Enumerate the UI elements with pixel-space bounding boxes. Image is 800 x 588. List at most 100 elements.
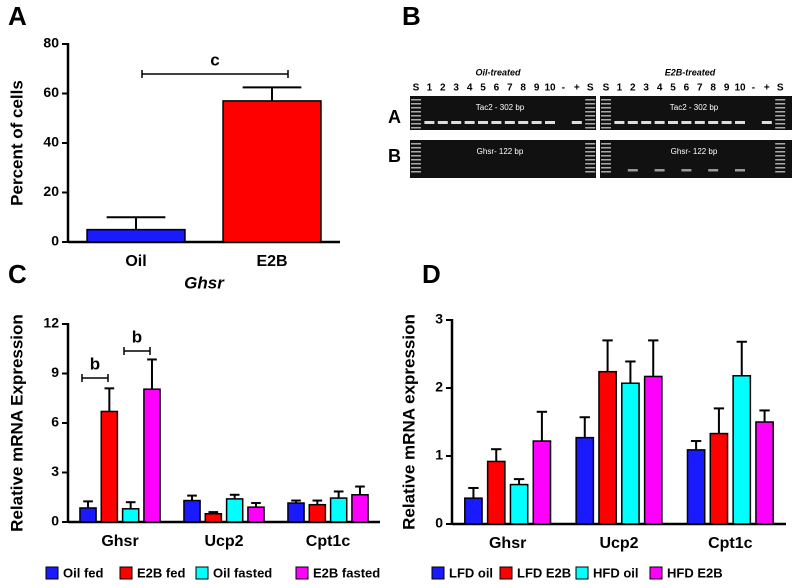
panel-label: C bbox=[8, 259, 27, 289]
gel-band bbox=[478, 121, 488, 124]
ladder-band bbox=[775, 119, 786, 121]
gel-image bbox=[600, 96, 792, 130]
x-tick-label: Ghsr bbox=[489, 535, 526, 552]
gel-band bbox=[504, 121, 515, 124]
bar bbox=[643, 375, 663, 525]
ladder-band bbox=[585, 167, 596, 169]
ladder-band bbox=[601, 99, 611, 101]
ladder-band bbox=[601, 159, 611, 161]
lane-label: 3 bbox=[643, 83, 649, 94]
ladder-band bbox=[775, 99, 786, 101]
legend-swatch bbox=[295, 566, 309, 580]
bar bbox=[755, 421, 774, 525]
y-tick-label: 2 bbox=[435, 379, 443, 395]
lane-label: 8 bbox=[520, 83, 526, 94]
ladder-band bbox=[585, 107, 596, 109]
ladder-band bbox=[585, 127, 596, 129]
legend-label: Oil fed bbox=[63, 565, 104, 580]
gel-group: Oil-treated bbox=[475, 67, 521, 77]
x-tick-label: Oil bbox=[125, 253, 146, 270]
gel-band bbox=[451, 121, 462, 124]
gel-band bbox=[627, 121, 638, 124]
lane-label: 2 bbox=[440, 83, 446, 94]
bar bbox=[464, 497, 483, 525]
y-tick-label: 3 bbox=[435, 311, 443, 327]
y-tick-label: 20 bbox=[43, 183, 59, 199]
lane-label: 4 bbox=[467, 83, 473, 94]
legend-swatch bbox=[649, 566, 663, 580]
bar bbox=[509, 483, 529, 525]
significance-bracket bbox=[81, 374, 109, 382]
y-axis-label: Percent of cells bbox=[7, 80, 26, 206]
ladder-band bbox=[775, 167, 786, 169]
gel-band bbox=[708, 121, 719, 124]
bar bbox=[204, 513, 223, 523]
gel-band bbox=[654, 169, 665, 172]
legend-label: E2B fasted bbox=[313, 565, 380, 580]
ladder-band bbox=[775, 115, 786, 117]
ladder-band bbox=[585, 171, 596, 173]
legend-swatch bbox=[575, 566, 589, 580]
lane-label: 10 bbox=[734, 83, 746, 94]
ladder-band bbox=[411, 151, 421, 153]
annotation: b bbox=[90, 354, 100, 373]
lane-label: 5 bbox=[670, 83, 676, 94]
bar bbox=[143, 388, 161, 523]
lane-label: 6 bbox=[494, 83, 500, 94]
bar bbox=[732, 375, 752, 525]
y-axis-label: Relative mRNA expression bbox=[399, 314, 418, 530]
ladder-band bbox=[411, 159, 421, 161]
x-tick-label: Ucp2 bbox=[599, 535, 638, 552]
bar bbox=[621, 382, 640, 525]
y-tick-label: 80 bbox=[43, 35, 59, 51]
ladder-band bbox=[585, 115, 596, 117]
gel-band bbox=[464, 121, 475, 124]
y-tick-label: 60 bbox=[43, 84, 59, 100]
y-tick-label: 0 bbox=[51, 233, 59, 249]
gel-band bbox=[627, 169, 638, 172]
gel-band bbox=[681, 169, 692, 172]
legend-swatch bbox=[431, 566, 445, 580]
lane-label: + bbox=[764, 83, 770, 94]
x-tick-label: Cpt1c bbox=[306, 533, 351, 550]
ladder-band bbox=[411, 123, 421, 125]
x-axis-label: Ghsr bbox=[184, 273, 225, 292]
annotation: b bbox=[132, 327, 142, 346]
gel-image bbox=[410, 140, 596, 178]
bar bbox=[351, 494, 369, 523]
y-tick-label: 12 bbox=[43, 315, 59, 331]
legend-label: LFD oil bbox=[449, 565, 493, 580]
ladder-band bbox=[775, 111, 786, 113]
ladder-band bbox=[601, 123, 611, 125]
ladder-band bbox=[601, 111, 611, 113]
ladder-band bbox=[585, 143, 596, 145]
bar bbox=[222, 100, 322, 243]
lane-label: 9 bbox=[534, 83, 540, 94]
y-tick-label: 0 bbox=[435, 515, 443, 531]
ladder-band bbox=[601, 167, 611, 169]
ladder-band bbox=[585, 151, 596, 153]
gel-band bbox=[721, 121, 732, 124]
lane-label: 7 bbox=[697, 83, 703, 94]
bar bbox=[183, 499, 201, 523]
ladder-band bbox=[601, 151, 611, 153]
x-tick-label: Ucp2 bbox=[204, 533, 243, 550]
ladder-band bbox=[601, 115, 611, 117]
bar bbox=[709, 432, 729, 525]
ladder-band bbox=[411, 119, 421, 121]
panel-label: B bbox=[402, 1, 421, 31]
gel-band bbox=[437, 121, 448, 124]
legend-swatch bbox=[499, 566, 513, 580]
bar bbox=[121, 508, 140, 523]
ladder-band bbox=[601, 103, 611, 105]
gel-image bbox=[410, 96, 596, 130]
lane-label: - bbox=[752, 83, 755, 94]
ladder-band bbox=[411, 103, 421, 105]
gel-band bbox=[761, 121, 772, 124]
gel-band bbox=[668, 121, 678, 124]
ladder-band bbox=[585, 123, 596, 125]
band-label: Ghsr- 122 bp bbox=[477, 147, 524, 156]
legend-swatch bbox=[45, 566, 59, 580]
y-tick-label: 9 bbox=[51, 364, 59, 380]
y-tick-label: 6 bbox=[51, 414, 59, 430]
